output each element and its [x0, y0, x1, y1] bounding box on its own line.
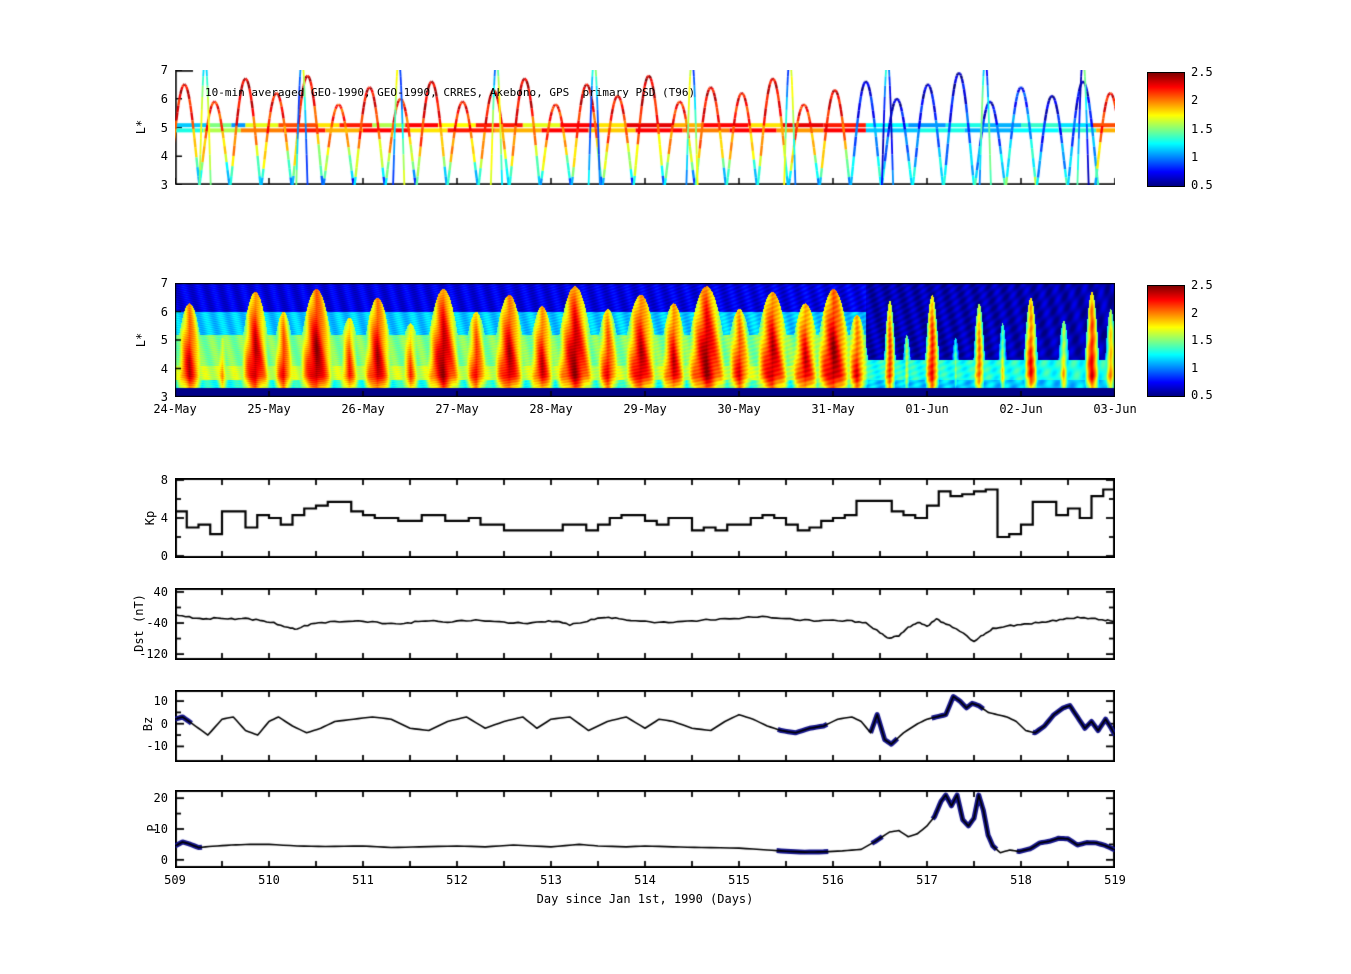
cbar1-tick-label: 1.5 — [1191, 121, 1213, 136]
date-tick-label: 02-Jun — [999, 402, 1043, 416]
psd-map-ytick: 3 — [160, 390, 168, 404]
psd-map-ytick: 6 — [160, 304, 168, 319]
date-tick-label: 01-Jun — [905, 402, 949, 416]
cbar1-tick-label: 0.5 — [1191, 178, 1213, 192]
cbar1-tick-label: 2 — [1191, 93, 1199, 108]
bz-plot — [175, 690, 1115, 762]
psd-map-ytick: 5 — [160, 333, 168, 347]
pressure-plot — [175, 790, 1115, 868]
dst-ytick: 40 — [153, 584, 168, 599]
bz-ytick: 0 — [160, 716, 168, 731]
xaxis-tick-label: 516 — [822, 873, 844, 887]
colorbar-top — [1147, 72, 1185, 187]
xaxis-tick-label: 519 — [1104, 873, 1126, 887]
xaxis-tick-label: 518 — [1010, 873, 1032, 887]
kp-ytick: 8 — [160, 473, 168, 487]
psd-scatter-ytick: 7 — [160, 63, 168, 77]
cbar1-tick-label: 1 — [1191, 149, 1199, 164]
ylabel-psd-scatter: L* — [134, 119, 148, 135]
psd-scatter-ytick: 3 — [160, 178, 168, 192]
xaxis-tick-label: 510 — [258, 873, 280, 887]
p-ytick: 10 — [153, 822, 168, 836]
psd-map-ytick: 4 — [160, 361, 168, 376]
p-ytick: 0 — [160, 852, 168, 867]
psd-spectrogram-plot — [175, 283, 1115, 397]
xaxis-tick-label: 512 — [446, 873, 468, 887]
cbar2-tick-label: 2.5 — [1191, 278, 1213, 292]
psd-scatter-ytick: 6 — [160, 91, 168, 106]
ylabel-kp: Kp — [143, 510, 157, 526]
psd-scatter-ytick: 5 — [160, 120, 168, 135]
dst-plot — [175, 588, 1115, 660]
ylabel-dst: Dst (nT) — [132, 594, 146, 652]
date-tick-label: 24-May — [153, 402, 197, 416]
ylabel-psd-map: L* — [134, 332, 148, 348]
date-tick-label: 31-May — [811, 402, 855, 416]
ylabel-bz: Bz — [141, 716, 155, 732]
p-ytick: 20 — [153, 791, 168, 806]
date-tick-label: 29-May — [623, 402, 667, 416]
dst-ytick: -40 — [146, 616, 168, 631]
xaxis-tick-label: 515 — [728, 873, 750, 887]
psd-scatter-ytick: 4 — [160, 149, 168, 164]
xaxis-tick-label: 511 — [352, 873, 374, 887]
xaxis-label: Day since Jan 1st, 1990 (Days) — [536, 892, 754, 906]
xaxis-tick-label: 517 — [916, 873, 938, 887]
date-tick-label: 27-May — [435, 402, 479, 416]
date-tick-label: 26-May — [341, 402, 385, 416]
xaxis-tick-label: 513 — [540, 873, 562, 887]
date-tick-label: 25-May — [247, 402, 291, 416]
cbar2-tick-label: 1.5 — [1191, 333, 1213, 347]
xaxis-tick-label: 509 — [164, 873, 186, 887]
cbar1-tick-label: 2.5 — [1191, 65, 1213, 79]
bz-ytick: -10 — [146, 739, 168, 754]
kp-plot — [175, 478, 1115, 558]
psd-map-ytick: 7 — [160, 276, 168, 290]
dst-ytick: -120 — [139, 647, 168, 662]
date-tick-label: 28-May — [529, 402, 573, 416]
cbar2-tick-label: 1 — [1191, 360, 1199, 375]
xaxis-tick-label: 514 — [634, 873, 656, 887]
plot-title: 10-min averaged GEO-1990, GEO-1990, CRRE… — [205, 86, 696, 99]
colorbar-bottom — [1147, 285, 1185, 397]
cbar2-tick-label: 0.5 — [1191, 388, 1213, 402]
kp-ytick: 4 — [160, 511, 168, 525]
cbar2-tick-label: 2 — [1191, 305, 1199, 320]
psd-scatter-plot — [175, 70, 1115, 185]
bz-ytick: 10 — [153, 694, 168, 709]
date-tick-label: 30-May — [717, 402, 761, 416]
kp-ytick: 0 — [160, 549, 168, 563]
date-tick-label: 03-Jun — [1093, 402, 1137, 416]
